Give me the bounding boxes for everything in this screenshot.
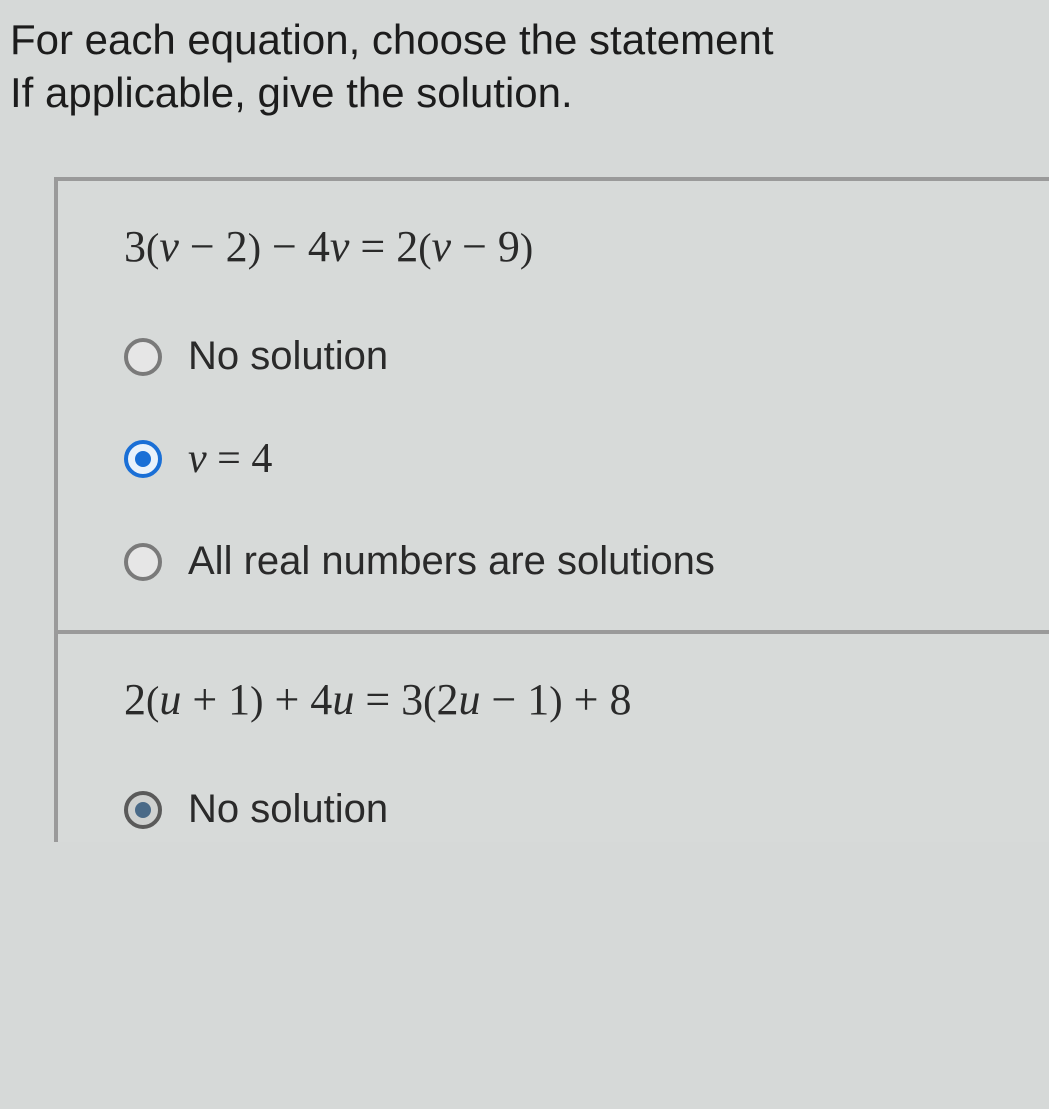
option-1-value[interactable]: v = 4 (124, 435, 1028, 483)
problem-1: 3(v − 2) − 4v = 2(v − 9) No solution v =… (58, 181, 1049, 634)
equation-2: 2(u + 1) + 4u = 3(2u − 1) + 8 (124, 674, 1028, 725)
radio-icon (124, 543, 162, 581)
option-label: No solution (188, 334, 388, 379)
option-2-no-solution[interactable]: No solution (124, 787, 1028, 832)
option-label: v = 4 (188, 435, 272, 483)
option-1-all-real[interactable]: All real numbers are solutions (124, 539, 1028, 584)
instruction-line-1: For each equation, choose the statement (10, 14, 1049, 67)
radio-icon-selected (124, 440, 162, 478)
option-label: All real numbers are solutions (188, 539, 715, 584)
instructions: For each equation, choose the statement … (10, 14, 1049, 119)
option-label: No solution (188, 787, 388, 832)
equation-1: 3(v − 2) − 4v = 2(v − 9) (124, 221, 1028, 272)
option-1-no-solution[interactable]: No solution (124, 334, 1028, 379)
problem-box: 3(v − 2) − 4v = 2(v − 9) No solution v =… (54, 177, 1049, 842)
problem-2: 2(u + 1) + 4u = 3(2u − 1) + 8 No solutio… (58, 634, 1049, 842)
page: For each equation, choose the statement … (0, 0, 1049, 842)
radio-icon (124, 338, 162, 376)
instruction-line-2: If applicable, give the solution. (10, 67, 1049, 120)
radio-icon-selected (124, 791, 162, 829)
